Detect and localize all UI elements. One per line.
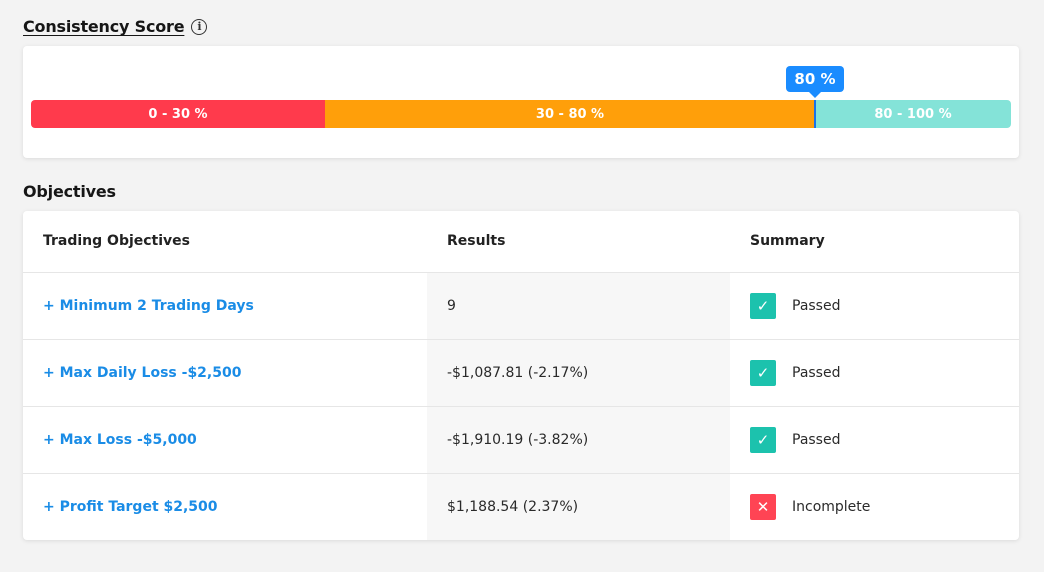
objectives-table-card: Trading Objectives Results Summary + Min… (23, 211, 1019, 540)
summary-status: Passed (792, 297, 841, 314)
summary-cell: ✓ Passed (730, 339, 1019, 407)
summary-cell: ✓ Passed (730, 272, 1019, 340)
table-row: + Minimum 2 Trading Days 9 ✓ Passed (23, 272, 1019, 340)
check-icon: ✓ (750, 426, 776, 453)
segment-low: 0 - 30 % (31, 100, 325, 128)
table-row: + Profit Target $2,500 $1,188.54 (2.37%)… (23, 473, 1019, 540)
result-cell: -$1,087.81 (-2.17%) (427, 339, 730, 407)
table-row: + Max Daily Loss -$2,500 -$1,087.81 (-2.… (23, 339, 1019, 407)
table-row: + Max Loss -$5,000 -$1,910.19 (-3.82%) ✓… (23, 406, 1019, 474)
segment-mid: 30 - 80 % (325, 100, 815, 128)
info-icon[interactable]: i (191, 18, 208, 35)
result-cell: 9 (427, 272, 730, 340)
summary-status: Passed (792, 364, 841, 381)
objective-cell: + Profit Target $2,500 (23, 473, 427, 540)
objective-cell: + Minimum 2 Trading Days (23, 272, 427, 340)
objective-link-profit-target[interactable]: + Profit Target $2,500 (43, 498, 218, 515)
summary-status: Incomplete (792, 498, 871, 515)
close-icon: ✕ (750, 493, 776, 520)
column-header-objectives: Trading Objectives (23, 211, 427, 273)
objective-cell: + Max Loss -$5,000 (23, 406, 427, 474)
objective-link-max-loss[interactable]: + Max Loss -$5,000 (43, 431, 197, 448)
objectives-title: Objectives (23, 182, 116, 201)
objective-cell: + Max Daily Loss -$2,500 (23, 339, 427, 407)
consistency-score-heading: Consistency Score i (23, 17, 208, 36)
score-marker-badge: 80 % (786, 66, 844, 92)
consistency-score-card: 0 - 30 % 30 - 80 % 80 - 100 % 80 % (23, 46, 1019, 158)
segment-high: 80 - 100 % (815, 100, 1011, 128)
table-header-row: Trading Objectives Results Summary (23, 211, 1019, 273)
consistency-score-bar: 0 - 30 % 30 - 80 % 80 - 100 % (31, 100, 1011, 128)
check-icon: ✓ (750, 292, 776, 319)
score-marker-line (814, 100, 816, 128)
summary-status: Passed (792, 431, 841, 448)
objective-link-min-trading-days[interactable]: + Minimum 2 Trading Days (43, 297, 254, 314)
consistency-score-title[interactable]: Consistency Score (23, 17, 185, 36)
check-icon: ✓ (750, 359, 776, 386)
result-cell: $1,188.54 (2.37%) (427, 473, 730, 540)
result-cell: -$1,910.19 (-3.82%) (427, 406, 730, 474)
objective-link-max-daily-loss[interactable]: + Max Daily Loss -$2,500 (43, 364, 242, 381)
summary-cell: ✕ Incomplete (730, 473, 1019, 540)
column-header-results: Results (427, 211, 730, 273)
summary-cell: ✓ Passed (730, 406, 1019, 474)
column-header-summary: Summary (730, 211, 1019, 273)
objectives-table: Trading Objectives Results Summary + Min… (23, 211, 1019, 540)
